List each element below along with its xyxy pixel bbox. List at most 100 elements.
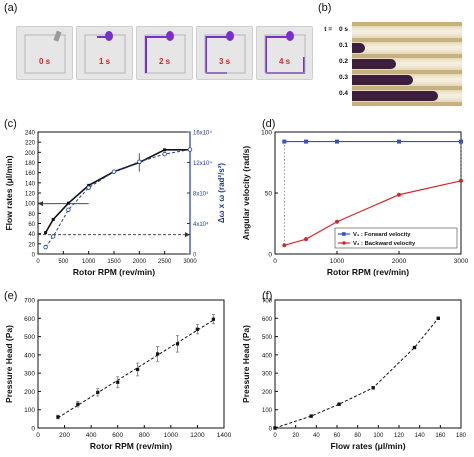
x-tick-label: 1000 <box>82 259 96 265</box>
strip-label: 0.1 <box>338 42 348 49</box>
x-tick-label: 2000 <box>133 259 147 265</box>
data-point <box>412 345 417 350</box>
panel-label-f: (f) <box>262 290 273 302</box>
panel-label-c: (c) <box>4 118 17 130</box>
data-point <box>187 147 193 152</box>
data-point <box>282 243 287 248</box>
x-tick-label: 180 <box>456 433 467 439</box>
x-tick-label: 0 <box>36 259 40 265</box>
y2-tick-label: 12x10⁴ <box>193 160 212 167</box>
data-point <box>116 380 120 384</box>
series-line-solid <box>44 148 190 234</box>
fluid-front <box>352 75 413 85</box>
y-tick-label: 80 <box>28 212 35 218</box>
data-point <box>371 386 375 390</box>
photo-frame: 0 s <box>16 26 73 80</box>
device-illustration <box>264 31 306 74</box>
y-tick-label: 120 <box>25 192 36 198</box>
y-tick-label: 50 <box>265 191 273 198</box>
y-tick-label: 500 <box>24 334 35 341</box>
data-point <box>111 169 117 174</box>
x-axis-label: Rotor RPM (rev/min) <box>90 441 172 451</box>
y-tick-label: 700 <box>24 298 35 305</box>
y-tick-label: 400 <box>24 352 35 359</box>
channel-strip <box>352 26 462 38</box>
x-tick-label: 60 <box>334 433 341 439</box>
x-tick-label: 140 <box>415 433 426 439</box>
y-tick-label: 20 <box>28 242 35 248</box>
data-point <box>335 219 339 224</box>
y2-tick-label: 0 <box>193 253 197 259</box>
data-point <box>136 367 140 372</box>
y-tick-label: 100 <box>262 408 273 414</box>
x-tick-label: 1000 <box>164 432 179 439</box>
device-illustration <box>84 31 126 74</box>
y-tick-label: 300 <box>24 371 35 378</box>
data-point <box>459 139 463 144</box>
y-tick-label: 600 <box>262 317 273 323</box>
data-point <box>337 402 341 406</box>
y-tick-label: 160 <box>25 171 36 177</box>
data-point <box>44 231 48 235</box>
x-tick-label: 1000 <box>330 258 345 265</box>
data-point <box>43 244 48 250</box>
data-point <box>397 139 401 144</box>
y-tick-label: 100 <box>25 202 36 208</box>
y-axis-label: Pressure Head (Pa) <box>241 325 251 403</box>
x-tick-label: 0 <box>273 433 277 439</box>
data-point <box>87 183 91 187</box>
y-axis-label: Flow rates (μl/min) <box>4 155 14 230</box>
strip-label: 0 s <box>338 26 348 33</box>
legend-marker <box>342 232 346 236</box>
data-point <box>397 192 401 197</box>
data-point <box>96 390 100 394</box>
channel-strip <box>352 90 462 102</box>
y-tick-label: 60 <box>28 222 35 228</box>
data-point <box>51 234 56 239</box>
y-tick-label: 100 <box>261 130 272 137</box>
data-point <box>282 139 287 144</box>
data-point <box>51 217 55 221</box>
device-illustration <box>24 30 66 74</box>
plot-frame <box>37 299 225 429</box>
y2-tick-label: 4x10⁴ <box>193 221 209 228</box>
x-tick-label: 1500 <box>107 259 121 265</box>
legend-label: V₁ : Forward velocity <box>353 232 411 238</box>
data-point <box>309 414 313 418</box>
photo-frame: 2 s <box>136 26 193 80</box>
x-tick-label: 500 <box>58 259 69 265</box>
chart-f: 0 20 40 60 80 100 120 140 160 180 0 100 200 300 400 500… <box>241 299 467 452</box>
frame-time-label: 4 s <box>278 57 291 66</box>
y2-axis-label: Δω x ω (rad²/s²) <box>217 163 226 223</box>
strip-label: 0.2 <box>338 58 348 65</box>
data-point <box>76 402 80 406</box>
y-tick-label: 300 <box>262 372 273 378</box>
device-illustration <box>144 31 186 74</box>
fluid-front <box>352 43 366 53</box>
strip-label: 0.3 <box>338 74 348 81</box>
x-tick-label: 3000 <box>454 258 469 265</box>
y-tick-label: 180 <box>25 161 36 167</box>
x-tick-label: 3000 <box>183 259 197 265</box>
panel-label-d: (d) <box>262 118 276 130</box>
series-line <box>274 317 439 429</box>
strip-label: 0.4 <box>338 90 348 97</box>
y-tick-label: 400 <box>262 353 273 359</box>
y-tick-label: 700 <box>262 299 273 305</box>
x-axis-label: Flow rates (μl/min) <box>330 441 405 451</box>
x-tick-label: 80 <box>354 433 361 439</box>
chart-c: 0 500 1000 1500 2000 2500 30000204060801001201… <box>4 130 226 278</box>
data-point <box>163 148 167 152</box>
data-point <box>436 316 440 320</box>
x-tick-label: 120 <box>394 433 405 439</box>
photo-frame: 1 s <box>76 26 133 80</box>
channel-strip <box>352 74 462 86</box>
x-tick-label: 600 <box>112 432 123 439</box>
x-axis-label: Rotor RPM (rev/min) <box>327 267 409 277</box>
x-tick-label: 0 <box>36 432 40 439</box>
data-point <box>66 201 70 205</box>
y-axis-label: Angular velocity (rad/s) <box>241 146 251 241</box>
x-tick-label: 200 <box>59 432 70 439</box>
data-point <box>162 151 167 157</box>
y2-tick-label: 8x10⁴ <box>193 191 209 198</box>
